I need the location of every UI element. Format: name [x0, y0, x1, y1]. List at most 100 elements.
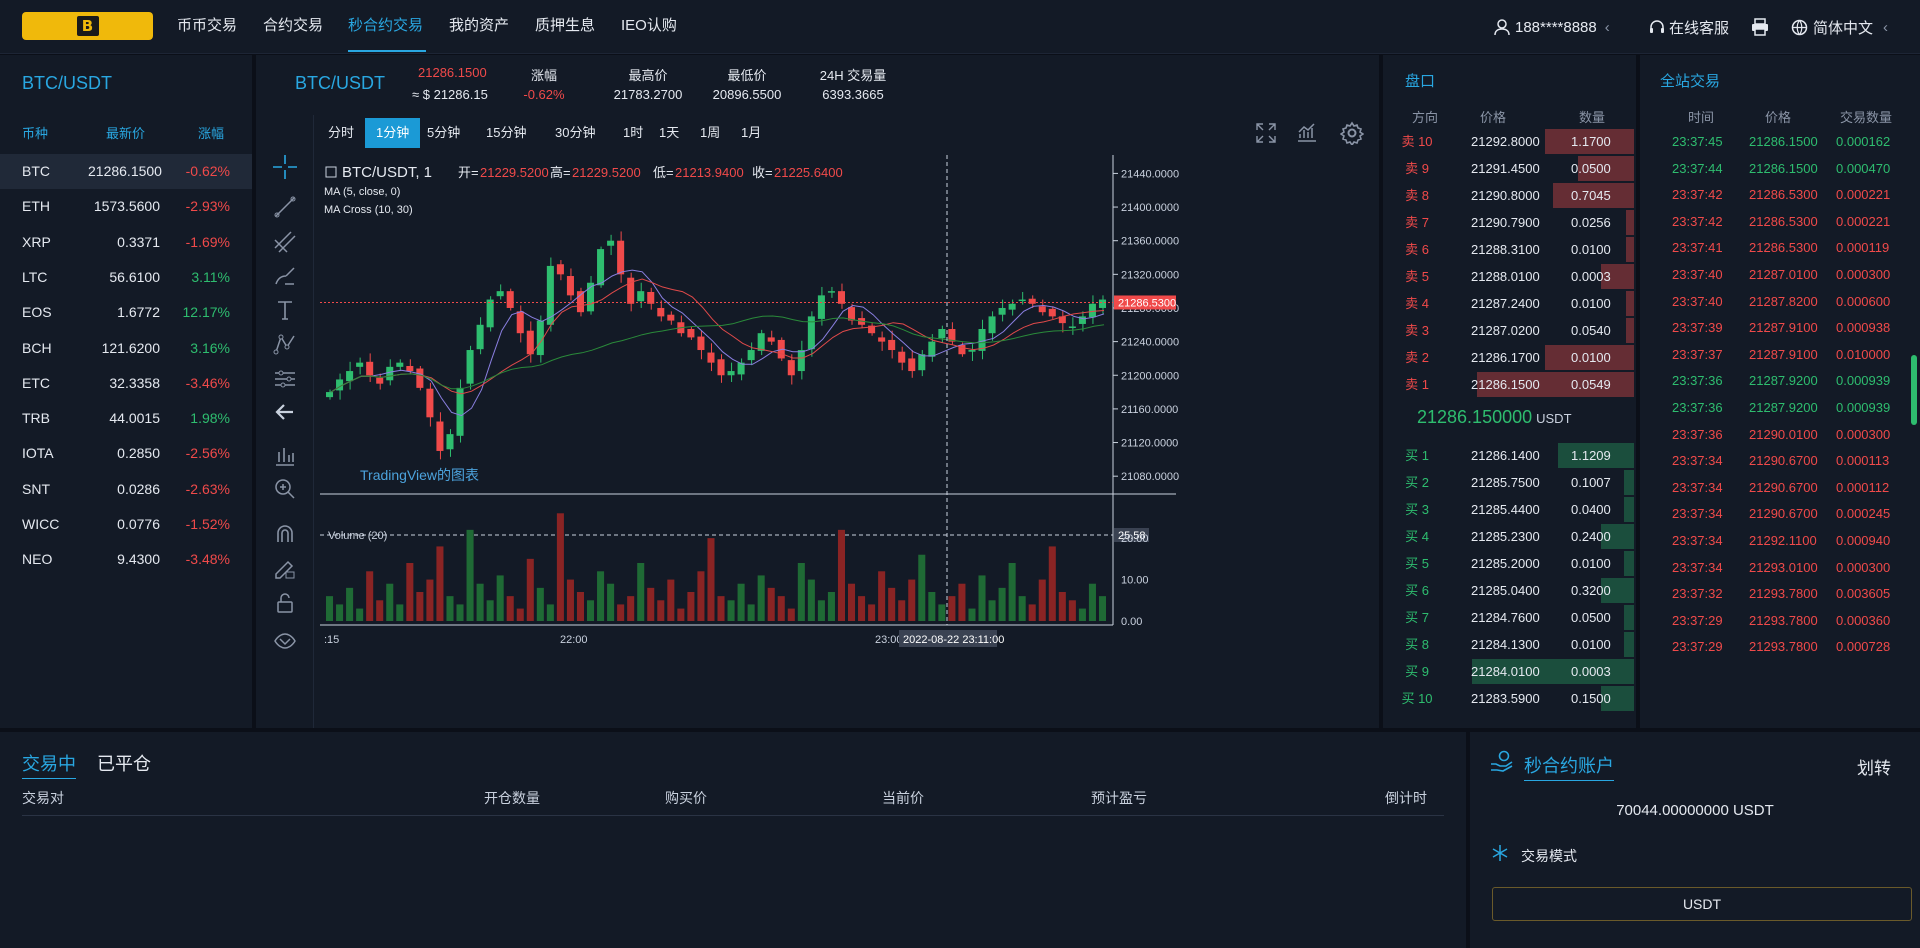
prediction-tool-icon[interactable] — [271, 365, 299, 393]
logo[interactable]: B — [22, 12, 153, 40]
market-row[interactable]: ETH 1573.5600 -2.93% — [0, 189, 252, 224]
ob-side: 买 6 — [1405, 583, 1429, 598]
ask-row[interactable]: 卖 4 21287.2400 0.0100 — [1383, 290, 1636, 317]
market-row[interactable]: TRB 44.0015 1.98% — [0, 401, 252, 436]
trades-scrollbar[interactable] — [1911, 355, 1917, 425]
market-coin: ETH — [22, 198, 50, 215]
ask-row[interactable]: 卖 2 21286.1700 0.0100 — [1383, 344, 1636, 371]
timeframe-tab[interactable]: 分时 — [328, 125, 355, 140]
ask-row[interactable]: 卖 6 21288.3100 0.0100 — [1383, 236, 1636, 263]
market-row[interactable]: LTC 56.6100 3.11% — [0, 260, 252, 295]
tab-closed[interactable]: 已平仓 — [97, 754, 151, 774]
market-row[interactable]: XRP 0.3371 -1.69% — [0, 225, 252, 260]
candle — [326, 389, 334, 400]
brush-tool-icon[interactable] — [271, 262, 299, 290]
nav-contract-trading[interactable]: 合约交易 — [263, 17, 324, 34]
depth-bar — [1558, 443, 1634, 468]
pattern-tool-icon[interactable] — [271, 330, 299, 358]
market-row[interactable]: BCH 121.6200 3.16% — [0, 331, 252, 366]
zoom-in-icon[interactable] — [271, 475, 299, 503]
timeframe-tab[interactable]: 5分钟 — [427, 125, 461, 140]
nav-second-contract[interactable]: 秒合约交易 — [348, 17, 424, 34]
market-coin: IOTA — [22, 445, 54, 462]
price-chart[interactable]: 21440.0000 21400.0000 21360.0000 21320.0000… — [320, 155, 1379, 728]
ask-row[interactable]: 卖 8 21290.8000 0.7045 — [1383, 182, 1636, 209]
bid-row[interactable]: 买 5 21285.2000 0.0100 — [1383, 550, 1636, 577]
back-arrow-icon[interactable] — [271, 398, 299, 426]
account-title[interactable]: 秒合约账户 — [1524, 752, 1614, 781]
market-price: 0.0776 — [117, 516, 160, 532]
ask-row[interactable]: 卖 10 21292.8000 1.1700 — [1383, 128, 1636, 155]
timeframe-tab[interactable]: 1时 — [623, 125, 644, 140]
fib-tool-icon[interactable] — [271, 228, 299, 256]
trade-time: 23:37:34 — [1672, 506, 1723, 522]
fullscreen-icon[interactable] — [1254, 121, 1278, 145]
trend-line-tool-icon[interactable] — [271, 193, 299, 221]
bid-row[interactable]: 买 9 21284.0100 0.0003 — [1383, 658, 1636, 685]
market-row[interactable]: NEO 9.4300 -3.48% — [0, 542, 252, 577]
eye-icon[interactable] — [271, 627, 299, 655]
timeframe-tab[interactable]: 1分钟 — [365, 118, 421, 148]
bid-row[interactable]: 买 3 21285.4400 0.0400 — [1383, 496, 1636, 523]
user-menu[interactable]: 188****8888 ‹ — [1493, 0, 1610, 54]
ob-side: 买 8 — [1405, 637, 1429, 652]
bid-row[interactable]: 买 10 21283.5900 0.1500 — [1383, 685, 1636, 712]
ob-qty: 0.7045 — [1571, 188, 1611, 203]
trade-row: 23:37:34 21292.1100 0.000940 — [1640, 528, 1920, 555]
timeframe-tab[interactable]: 1周 — [700, 125, 721, 140]
ask-row[interactable]: 卖 7 21290.7900 0.0256 — [1383, 209, 1636, 236]
bid-row[interactable]: 买 1 21286.1400 1.1209 — [1383, 442, 1636, 469]
trade-time: 23:37:34 — [1672, 559, 1723, 575]
settings-gear-icon[interactable] — [1340, 121, 1364, 145]
lock-pen-icon[interactable] — [271, 555, 299, 583]
col-est-pnl: 预计盈亏 — [1091, 790, 1147, 806]
depth-bar — [1626, 237, 1634, 262]
language-selector[interactable]: 简体中文 ‹ — [1791, 0, 1888, 54]
ask-row[interactable]: 卖 1 21286.1500 0.0549 — [1383, 371, 1636, 398]
volume-bar — [1068, 600, 1076, 621]
candle — [436, 412, 444, 460]
bid-row[interactable]: 买 7 21284.7600 0.0500 — [1383, 604, 1636, 631]
market-row[interactable]: WICC 0.0776 -1.52% — [0, 507, 252, 542]
market-row[interactable]: ETC 32.3358 -3.46% — [0, 366, 252, 401]
timeframe-tab[interactable]: 1月 — [741, 125, 762, 140]
ob-qty: 0.0500 — [1571, 610, 1611, 625]
lock-icon[interactable] — [271, 589, 299, 617]
market-row[interactable]: IOTA 0.2850 -2.56% — [0, 436, 252, 471]
transfer-button[interactable]: 划转 — [1857, 759, 1891, 778]
ask-row[interactable]: 卖 5 21288.0100 0.0003 — [1383, 263, 1636, 290]
nav-my-assets[interactable]: 我的资产 — [449, 17, 510, 34]
online-service[interactable]: 在线客服 — [1649, 0, 1729, 54]
market-row[interactable]: SNT 0.0286 -2.63% — [0, 472, 252, 507]
measure-tool-icon[interactable] — [271, 442, 299, 470]
timeframe-tab[interactable]: 1天 — [659, 125, 680, 140]
bid-row[interactable]: 买 4 21285.2300 0.2400 — [1383, 523, 1636, 550]
print-button[interactable] — [1751, 0, 1769, 54]
market-change: -1.69% — [185, 233, 230, 250]
magnet-icon[interactable] — [271, 520, 299, 548]
timeframe-tab[interactable]: 15分钟 — [486, 125, 527, 140]
market-row[interactable]: EOS 1.6772 12.17% — [0, 295, 252, 330]
timeframe-tab[interactable]: 30分钟 — [555, 125, 596, 140]
currency-select-button[interactable]: USDT — [1492, 887, 1912, 921]
nav-staking[interactable]: 质押生息 — [535, 17, 596, 34]
text-tool-icon[interactable] — [271, 296, 299, 324]
market-price: 121.6200 — [101, 339, 160, 356]
bid-row[interactable]: 买 6 21285.0400 0.3200 — [1383, 577, 1636, 604]
ob-price: 21285.2000 — [1471, 556, 1540, 571]
trade-time: 23:37:41 — [1672, 240, 1723, 256]
volume-bar — [837, 529, 845, 621]
candle — [817, 286, 825, 326]
tab-in-trading[interactable]: 交易中 — [22, 750, 76, 779]
col-current-price: 当前价 — [882, 790, 924, 806]
chart-type-icon[interactable] — [1295, 121, 1319, 145]
nav-ieo[interactable]: IEO认购 — [621, 17, 677, 34]
collapse-legend-icon[interactable] — [325, 166, 337, 178]
bid-row[interactable]: 买 8 21284.1300 0.0100 — [1383, 631, 1636, 658]
bid-row[interactable]: 买 2 21285.7500 0.1007 — [1383, 469, 1636, 496]
ask-row[interactable]: 卖 9 21291.4500 0.0500 — [1383, 155, 1636, 182]
market-row[interactable]: BTC 21286.1500 -0.62% — [0, 154, 252, 189]
crosshair-tool-icon[interactable] — [271, 153, 299, 181]
nav-spot-trading[interactable]: 币币交易 — [177, 17, 238, 34]
ask-row[interactable]: 卖 3 21287.0200 0.0540 — [1383, 317, 1636, 344]
